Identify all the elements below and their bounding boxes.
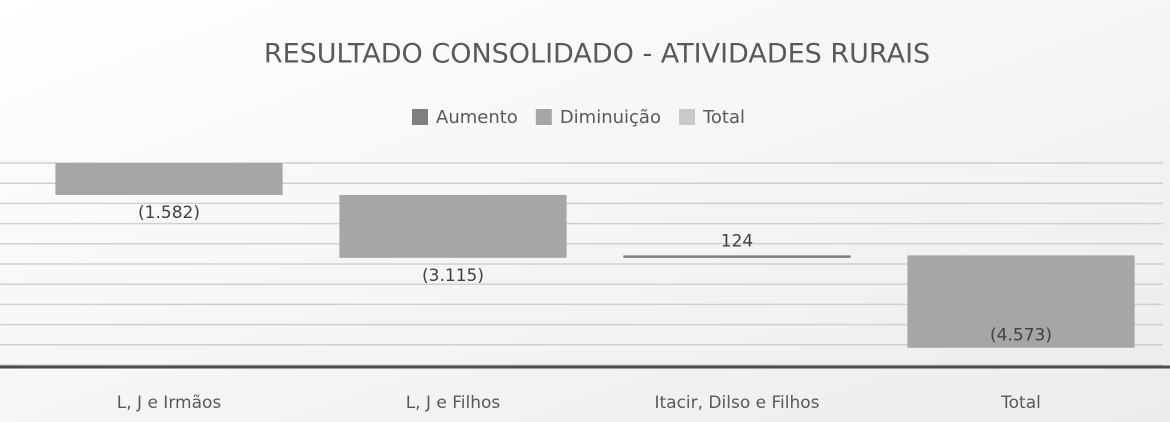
legend-label: Total xyxy=(702,107,745,128)
bar xyxy=(907,255,1135,348)
legend-label: Diminuição xyxy=(560,107,661,128)
bar xyxy=(55,163,283,195)
legend-swatch xyxy=(535,109,552,125)
legend-label: Aumento xyxy=(436,107,518,128)
data-label: (1.582) xyxy=(138,203,200,223)
bar xyxy=(339,194,567,258)
x-tick-label: L, J e Irmãos xyxy=(117,393,222,413)
legend-swatch xyxy=(412,109,428,125)
x-tick-label: Total xyxy=(1000,393,1041,413)
x-tick-label: Itacir, Dilso e Filhos xyxy=(654,393,819,413)
x-tick-label: L, J e Filhos xyxy=(406,393,501,413)
data-label: (3.115) xyxy=(422,266,484,286)
legend-swatch xyxy=(678,109,695,125)
data-label: 124 xyxy=(721,231,753,251)
chart-title: RESULTADO CONSOLIDADO - ATIVIDADES RURAI… xyxy=(264,39,930,70)
bar xyxy=(623,255,851,258)
data-label: (4.573) xyxy=(990,326,1052,346)
